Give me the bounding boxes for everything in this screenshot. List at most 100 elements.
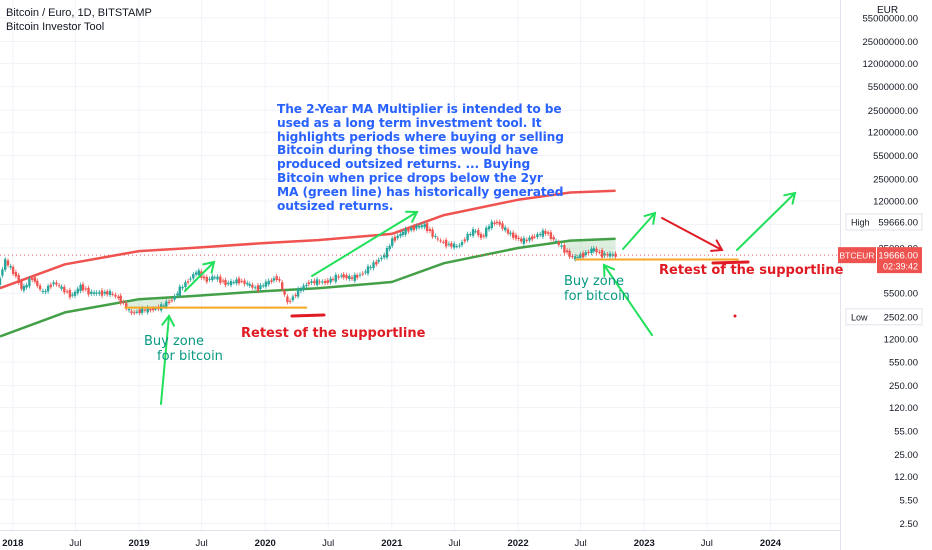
text-note[interactable]: The 2-Year MA Multiplier is intended to … <box>277 102 564 213</box>
candle-body <box>186 281 190 283</box>
candle-body <box>76 288 79 294</box>
candle-body <box>205 276 208 282</box>
candle-body <box>420 225 424 228</box>
candle-body <box>364 271 367 273</box>
candle-body <box>299 288 303 291</box>
candle-body <box>331 279 335 281</box>
y-tick-label: 12000000.00 <box>863 59 918 70</box>
candle-body <box>471 229 475 236</box>
candle-body <box>479 234 483 238</box>
retest-label-1[interactable]: Retest of the supportline <box>241 326 426 341</box>
y-tick-label: 1200000.00 <box>868 128 918 139</box>
symbol-title[interactable]: Bitcoin / Euro, 1D, BITSTAMP <box>6 7 152 19</box>
candle-body <box>73 291 77 296</box>
candle-body <box>560 245 563 247</box>
candle-body <box>590 248 593 254</box>
candle-body <box>512 232 515 238</box>
candle-body <box>501 223 504 229</box>
candle-body <box>584 252 587 256</box>
x-tick-label: 2022 <box>507 538 528 549</box>
candle-body <box>482 235 485 237</box>
candle-body <box>262 285 265 287</box>
candle-body <box>65 291 69 293</box>
candle-body <box>36 280 39 286</box>
candle-body <box>119 295 122 304</box>
candle-body <box>224 280 227 286</box>
candle-body <box>563 245 566 253</box>
candle-body <box>22 286 26 291</box>
candle-body <box>372 262 375 269</box>
candle-body <box>498 221 501 225</box>
candle-body <box>417 225 421 228</box>
x-tick-label: Jul <box>322 538 334 549</box>
retest-label-2[interactable]: Retest of the supportline <box>659 263 844 278</box>
x-tick-label: Jul <box>69 538 81 549</box>
candle-body <box>28 278 31 287</box>
candle-body <box>477 230 480 236</box>
candle-body <box>415 225 418 229</box>
candle-body <box>229 281 233 286</box>
candle-body <box>106 291 109 295</box>
candle-body <box>264 281 268 287</box>
candle-body <box>514 234 518 239</box>
low-value: 2502.00 <box>884 312 918 323</box>
candle-body <box>87 287 90 295</box>
candle-body <box>1 269 4 276</box>
candle-body <box>63 286 66 293</box>
candle-body <box>95 292 98 294</box>
candle-body <box>342 274 345 278</box>
buy-zone-label-2[interactable]: Buy zone for bitcoin <box>564 274 630 304</box>
indicator-name[interactable]: Bitcoin Investor Tool <box>6 21 105 33</box>
candle-body <box>127 309 131 311</box>
candle-body <box>114 294 117 297</box>
candle-body <box>541 230 545 237</box>
candle-body <box>393 236 397 241</box>
y-tick-label: 2.50 <box>900 519 919 530</box>
candle-body <box>385 248 389 258</box>
candle-body <box>447 243 451 245</box>
candle-body <box>184 282 187 288</box>
high-label: High <box>851 217 870 227</box>
candle-body <box>361 273 364 275</box>
buy-zone-label-1[interactable]: Buy zone for bitcoin <box>144 334 223 364</box>
candle-body <box>369 267 372 269</box>
candle-body <box>520 238 523 242</box>
candle-body <box>598 251 601 253</box>
candle-body <box>573 256 577 260</box>
candle-body <box>474 231 477 233</box>
candle-body <box>272 278 276 281</box>
candle-body <box>235 279 238 284</box>
buy-zone-1-line-2: for bitcoin <box>157 349 223 364</box>
candle-body <box>606 254 609 256</box>
y-tick-label: 250000.00 <box>873 175 918 186</box>
candle-body <box>31 278 34 280</box>
candle-body <box>275 276 278 280</box>
candle-body <box>587 252 590 253</box>
candle-body <box>20 281 23 289</box>
high-value: 59666.00 <box>878 217 918 228</box>
candle-body <box>608 253 612 257</box>
y-tick-label: 5.50 <box>900 495 919 506</box>
y-tick-label: 1200.00 <box>884 334 918 345</box>
candle-body <box>313 280 316 284</box>
y-tick-label: 120.00 <box>889 403 918 414</box>
candle-body <box>391 238 394 246</box>
candle-body <box>178 286 181 296</box>
candle-body <box>25 284 28 288</box>
candle-body <box>487 226 491 230</box>
candle-body <box>79 284 82 291</box>
candle-body <box>49 284 52 288</box>
candle-body <box>326 280 329 283</box>
y-tick-label: 5500.00 <box>884 289 918 300</box>
candle-body <box>525 239 528 241</box>
candle-body <box>296 288 300 297</box>
candle-body <box>565 250 569 253</box>
price-series <box>0 219 617 316</box>
candle-body <box>345 275 348 279</box>
x-tick-label: Jul <box>196 538 208 549</box>
symbol-tag-label: BTCEUR <box>840 251 875 261</box>
candle-body <box>329 278 332 283</box>
candle-body <box>340 275 343 277</box>
candle-body <box>6 260 10 266</box>
y-tick-label: 250.00 <box>889 381 918 392</box>
